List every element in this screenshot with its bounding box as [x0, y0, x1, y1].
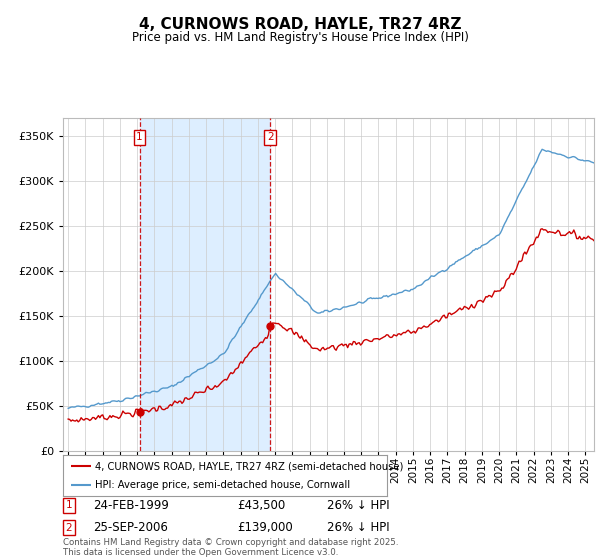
Text: 4, CURNOWS ROAD, HAYLE, TR27 4RZ: 4, CURNOWS ROAD, HAYLE, TR27 4RZ — [139, 17, 461, 32]
Text: 2: 2 — [267, 132, 274, 142]
Text: 1: 1 — [65, 500, 73, 510]
Bar — [140, 118, 271, 451]
Text: 26% ↓ HPI: 26% ↓ HPI — [327, 498, 389, 512]
Text: 1: 1 — [136, 132, 143, 142]
Text: Price paid vs. HM Land Registry's House Price Index (HPI): Price paid vs. HM Land Registry's House … — [131, 31, 469, 44]
Text: 2: 2 — [65, 522, 73, 533]
Text: £43,500: £43,500 — [237, 498, 285, 512]
Text: 26% ↓ HPI: 26% ↓ HPI — [327, 521, 389, 534]
Text: Contains HM Land Registry data © Crown copyright and database right 2025.
This d: Contains HM Land Registry data © Crown c… — [63, 538, 398, 557]
Text: 4, CURNOWS ROAD, HAYLE, TR27 4RZ (semi-detached house): 4, CURNOWS ROAD, HAYLE, TR27 4RZ (semi-d… — [95, 461, 404, 471]
Text: £139,000: £139,000 — [237, 521, 293, 534]
Text: 24-FEB-1999: 24-FEB-1999 — [93, 498, 169, 512]
Text: 25-SEP-2006: 25-SEP-2006 — [93, 521, 168, 534]
Text: HPI: Average price, semi-detached house, Cornwall: HPI: Average price, semi-detached house,… — [95, 480, 350, 489]
